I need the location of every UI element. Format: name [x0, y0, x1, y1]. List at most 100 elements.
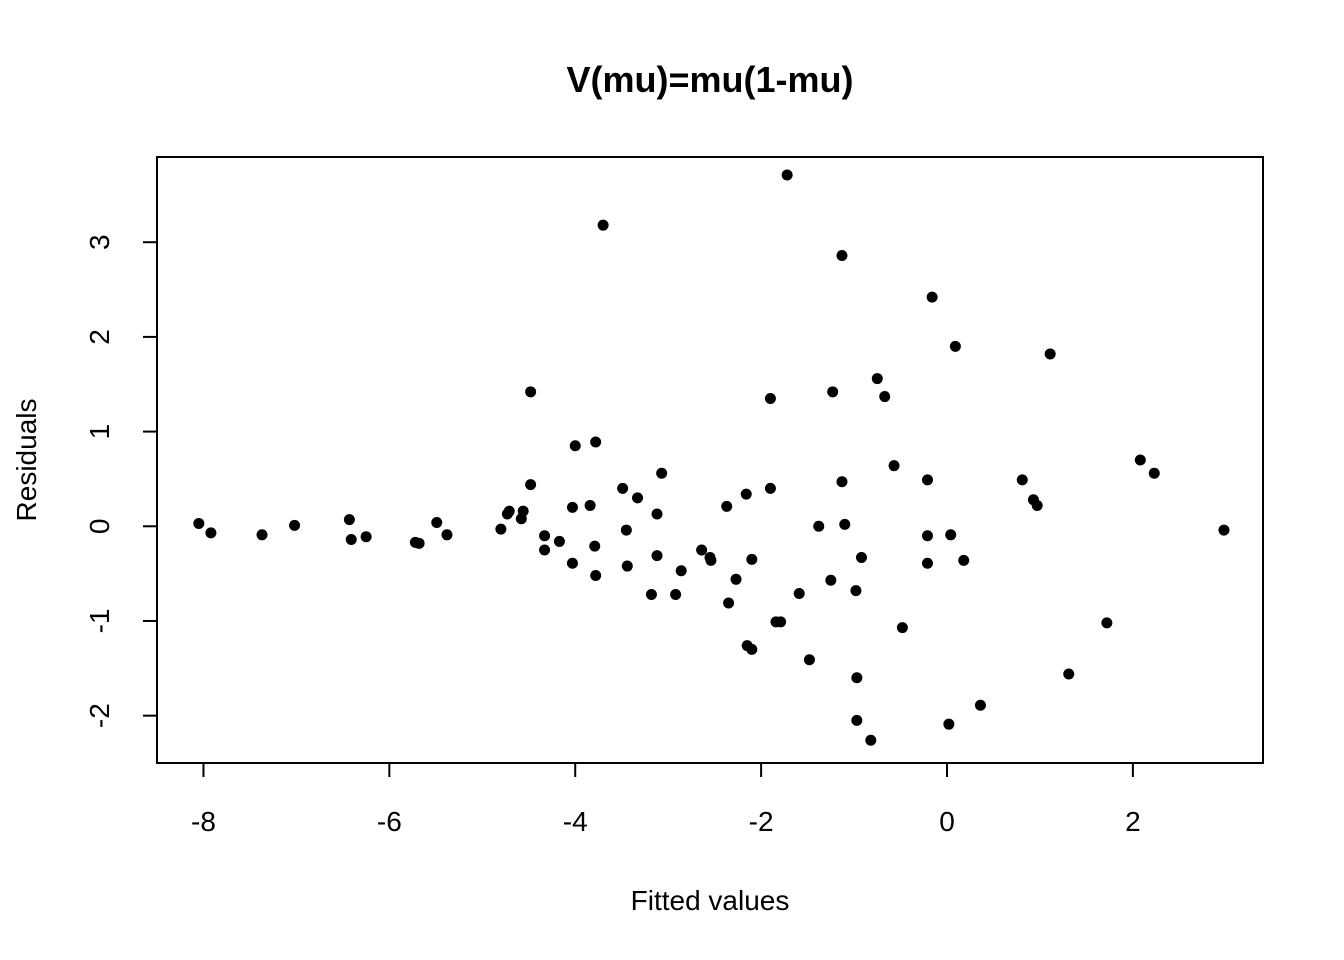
data-point	[656, 467, 668, 479]
data-points	[193, 169, 1230, 746]
data-point	[921, 474, 933, 486]
data-point	[871, 373, 883, 385]
data-point	[721, 500, 733, 512]
data-point	[825, 574, 837, 586]
data-point	[566, 501, 578, 513]
data-point	[740, 488, 752, 500]
data-point	[1031, 499, 1043, 511]
data-point	[803, 654, 815, 666]
data-point	[879, 391, 891, 403]
data-point	[836, 476, 848, 488]
data-point	[775, 616, 787, 628]
data-point	[553, 535, 565, 547]
data-point	[764, 482, 776, 494]
y-tick-label: 3	[84, 234, 115, 250]
data-point	[441, 529, 453, 541]
data-point	[566, 557, 578, 569]
data-point	[256, 529, 268, 541]
data-point	[723, 597, 735, 609]
x-tick-label: -6	[377, 806, 402, 837]
data-point	[621, 560, 633, 572]
x-tick-label: 0	[939, 806, 955, 837]
data-point	[781, 169, 793, 181]
data-point	[827, 386, 839, 398]
y-axis: -2 -1 0 1 2 3	[84, 234, 158, 728]
data-point	[495, 523, 507, 535]
data-point	[839, 518, 851, 530]
x-tick-label: -2	[749, 806, 774, 837]
data-point	[503, 505, 515, 517]
data-point	[413, 537, 425, 549]
data-point	[525, 479, 537, 491]
x-tick-label: -8	[191, 806, 216, 837]
data-point	[569, 440, 581, 452]
y-tick-label: -1	[84, 609, 115, 634]
data-point	[193, 517, 205, 529]
x-axis-label: Fitted values	[631, 885, 790, 916]
data-point	[705, 554, 717, 566]
data-point	[1134, 454, 1146, 466]
data-point	[696, 544, 708, 556]
y-tick-label: 2	[84, 329, 115, 345]
data-point	[651, 550, 663, 562]
data-point	[943, 718, 955, 730]
data-point	[1016, 474, 1028, 486]
data-point	[921, 530, 933, 542]
data-point	[539, 544, 551, 556]
data-point	[590, 436, 602, 448]
data-point	[431, 516, 443, 528]
data-point	[746, 643, 758, 655]
data-point	[589, 540, 601, 552]
data-point	[205, 527, 217, 539]
data-point	[360, 531, 372, 543]
x-axis: -8 -6 -4 -2 0 2	[191, 762, 1141, 837]
x-tick-label: -4	[563, 806, 588, 837]
x-tick-label: 2	[1125, 806, 1141, 837]
data-point	[949, 340, 961, 352]
data-point	[343, 514, 355, 526]
y-axis-label: Residuals	[11, 399, 42, 522]
y-tick-label: 1	[84, 424, 115, 440]
data-point	[539, 530, 551, 542]
data-point	[632, 492, 644, 504]
data-point	[921, 557, 933, 569]
data-point	[675, 565, 687, 577]
data-point	[289, 519, 301, 531]
chart-title: V(mu)=mu(1-mu)	[567, 59, 854, 100]
data-point	[793, 588, 805, 600]
data-point	[926, 291, 938, 303]
data-point	[850, 585, 862, 597]
data-point	[1063, 668, 1075, 680]
data-point	[517, 505, 529, 517]
data-point	[888, 460, 900, 472]
data-point	[855, 552, 867, 564]
data-point	[620, 524, 632, 536]
data-point	[851, 672, 863, 684]
data-point	[945, 529, 957, 541]
data-point	[1218, 524, 1230, 536]
y-tick-label: 0	[84, 518, 115, 534]
data-point	[590, 570, 602, 582]
data-point	[597, 219, 609, 231]
data-point	[865, 734, 877, 746]
data-point	[851, 714, 863, 726]
data-point	[730, 573, 742, 585]
data-point	[1148, 467, 1160, 479]
data-point	[764, 392, 776, 404]
data-point	[746, 553, 758, 565]
data-point	[670, 588, 682, 600]
data-point	[958, 554, 970, 566]
data-point	[974, 699, 986, 711]
data-point	[896, 622, 908, 634]
data-point	[1101, 617, 1113, 629]
data-point	[584, 499, 596, 511]
data-point	[1044, 348, 1056, 360]
data-point	[617, 482, 629, 494]
data-point	[525, 386, 537, 398]
data-point	[813, 520, 825, 532]
data-point	[645, 588, 657, 600]
data-point	[345, 534, 357, 546]
data-point	[836, 249, 848, 261]
y-tick-label: -2	[84, 703, 115, 728]
